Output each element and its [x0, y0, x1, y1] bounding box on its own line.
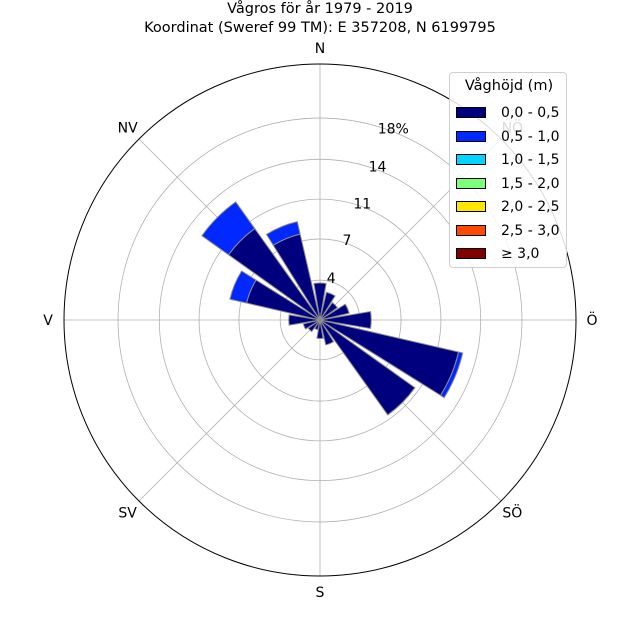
radial-tick-1: 4	[327, 271, 336, 287]
legend: Våghöjd (m) 0,0 - 0,5 0,5 - 1,0 1,0 - 1,5 1…	[449, 72, 567, 268]
polar-frame	[63, 63, 577, 577]
bar-sector-8-bin-0	[316, 319, 324, 339]
radial-tick-4: 14	[369, 160, 387, 176]
legend-label: 1,0 - 1,5	[501, 152, 560, 168]
direction-label-N: N	[315, 41, 325, 57]
legend-swatch	[456, 177, 486, 189]
bar-sector-10-bin-0	[307, 319, 321, 333]
rose-bars	[201, 201, 464, 416]
bar-sector-0-bin-0	[313, 282, 327, 321]
bar-sector-14-bin-1	[201, 201, 256, 256]
bar-sector-11-bin-0	[302, 319, 321, 330]
bar-sector-2-bin-0	[319, 301, 339, 321]
legend-swatch	[456, 201, 486, 212]
direction-label-Ö: Ö	[586, 311, 597, 329]
bar-sector-6-bin-0	[319, 319, 416, 416]
legend-label: 0,0 - 0,5	[501, 105, 560, 121]
legend-swatch	[456, 107, 486, 118]
radial-tick-2: 7	[343, 233, 352, 249]
bar-sector-15-bin-1	[265, 221, 301, 246]
legend-label: 2,5 - 3,0	[501, 222, 560, 239]
direction-label-V: V	[43, 313, 53, 329]
legend-item: 1,5 - 2,0	[456, 176, 566, 193]
legend-label: 0,5 - 1,0	[501, 128, 560, 145]
bar-sector-12-bin-0	[288, 314, 321, 326]
legend-label: 2,0 - 2,5	[501, 199, 560, 215]
direction-label-S: S	[316, 585, 325, 601]
bar-sector-4-bin-0	[319, 310, 372, 330]
bar-sector-3-bin-0	[319, 303, 350, 321]
legend-title: Våghöjd (m)	[464, 78, 554, 94]
legend-swatch	[456, 130, 486, 142]
legend-label: 1,5 - 2,0	[501, 175, 560, 192]
legend-item: ≥ 3,0	[456, 246, 566, 263]
bar-sector-5-bin-1	[439, 351, 464, 399]
legend-swatch	[456, 224, 486, 236]
radial-tick-3: 11	[353, 196, 371, 212]
legend-item: 2,5 - 3,0	[456, 223, 566, 240]
legend-item: 0,0 - 0,5	[456, 105, 566, 122]
chart-subtitle: Koordinat (Sweref 99 TM): E 357208, N 61…	[144, 20, 496, 36]
bar-sector-1-bin-0	[319, 291, 336, 321]
radial-tick-labels: 4 7 11 14 18%	[327, 121, 409, 287]
direction-label-SÖ: SÖ	[502, 503, 522, 521]
bar-sector-7-bin-0	[319, 319, 335, 346]
direction-label-NV: NV	[118, 121, 138, 137]
legend-item: 1,0 - 1,5	[456, 152, 566, 169]
radial-tick-5: 18%	[378, 121, 409, 137]
legend-swatch	[456, 154, 486, 165]
direction-label-SV: SV	[118, 505, 137, 521]
legend-item: 2,0 - 2,5	[456, 199, 566, 216]
legend-label: ≥ 3,0	[501, 246, 540, 262]
legend-swatch	[456, 248, 486, 259]
bar-sector-13-bin-1	[229, 270, 257, 304]
grid-spoke-SV	[138, 319, 321, 502]
outer-circle	[63, 63, 577, 577]
chart-title: Vågros för år 1979 - 2019	[227, 1, 413, 17]
legend-item: 0,5 - 1,0	[456, 129, 566, 146]
